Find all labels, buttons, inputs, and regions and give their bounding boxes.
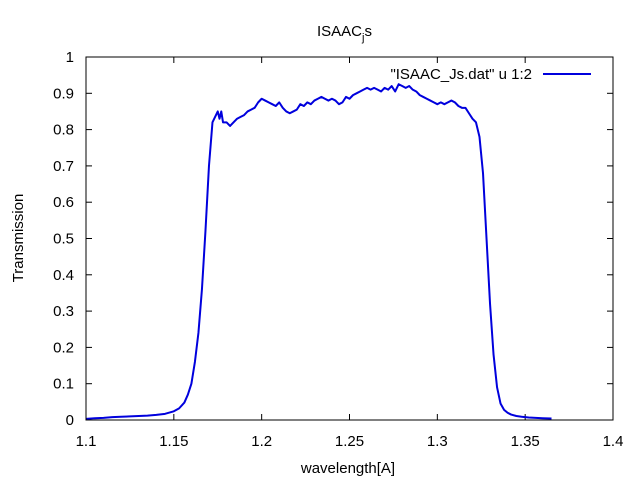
x-tick-label: 1.35 [511,433,540,450]
series-line [85,83,552,420]
y-tick-label: 0.5 [53,231,74,248]
legend-label: "ISAAC_Js.dat" u 1:2 [390,66,532,83]
y-axis-ticks: 0 0.1 0.2 0.3 0.4 0.5 0.6 0.7 0.8 0.9 1 [53,49,613,429]
legend: "ISAAC_Js.dat" u 1:2 [390,66,591,83]
y-tick-label: 0.9 [53,85,74,102]
y-tick-label: 0.1 [53,376,74,393]
y-axis-label: Transmission [10,194,27,283]
chart-title-suffix: s [364,23,372,40]
y-tick-label: 0 [66,412,74,429]
x-tick-label: 1.15 [159,433,188,450]
x-tick-label: 1.3 [427,433,448,450]
chart-title-main: ISAAC [317,23,362,40]
x-tick-label: 1.25 [335,433,364,450]
y-tick-label: 0.3 [53,303,74,320]
plot-frame [85,56,614,421]
x-tick-label: 1.4 [603,433,624,450]
y-tick-label: 0.2 [53,339,74,356]
y-tick-label: 0.8 [53,122,74,139]
series-layer [85,83,552,420]
x-tick-label: 1.1 [76,433,97,450]
x-tick-label: 1.2 [251,433,272,450]
chart-title: ISAACjs [317,23,372,44]
y-tick-label: 0.7 [53,158,74,175]
x-axis-label: wavelength[A] [300,460,395,477]
x-axis-ticks: 1.1 1.15 1.2 1.25 1.3 1.35 1.4 [76,57,624,450]
y-tick-label: 1 [66,49,74,66]
y-tick-label: 0.4 [53,267,74,284]
y-tick-label: 0.6 [53,194,74,211]
chart-title-subscript: j [361,32,364,44]
